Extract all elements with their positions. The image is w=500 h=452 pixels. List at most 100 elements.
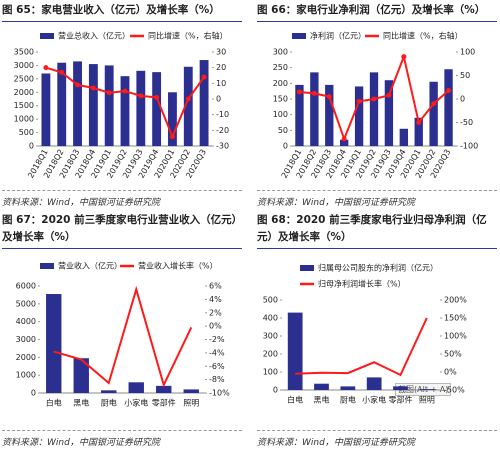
line-dot (326, 94, 332, 100)
bar (73, 61, 82, 146)
y2-tick-label: -100 (460, 142, 478, 151)
bar (354, 86, 364, 146)
y-tick-label: 400 (263, 314, 278, 323)
bar (101, 390, 117, 393)
y2-tick-label: -6% (209, 362, 225, 371)
bar (41, 73, 51, 146)
x-tick-label: 照明 (419, 396, 435, 405)
bar (73, 358, 89, 393)
bar (314, 383, 329, 390)
line-dot (122, 88, 128, 94)
y-tick-label: 100 (263, 368, 278, 377)
line-dot (201, 74, 207, 80)
y2-tick-label: 0% (209, 322, 222, 331)
source-note: 资料来源：Wind，中国银河证券研究院 (2, 190, 242, 208)
x-tick-label: 厨电 (101, 398, 117, 408)
line-dot (185, 96, 191, 102)
line-dot (90, 85, 96, 91)
x-tick-label: 小家电 (124, 398, 148, 408)
y-tick-label: 4000 (16, 317, 36, 326)
y-tick-label: 2500 (14, 74, 34, 83)
y-tick-label: 150 (273, 95, 288, 104)
y-tick-label: 200 (263, 350, 278, 359)
legend-label: 同比增速（%，右轴） (383, 31, 463, 41)
bar (340, 386, 356, 390)
y-tick-label: 2000 (16, 353, 36, 362)
legend-swatch (300, 265, 314, 271)
y-tick-label: 1000 (16, 371, 36, 380)
y2-tick-label: 200% (444, 296, 467, 305)
y2-tick-label: 100 (460, 48, 475, 57)
y-tick-label: 300 (263, 332, 278, 341)
y2-tick-label: 6% (209, 282, 222, 291)
source-note: 资料来源：Wind，中国银河证券研究院 (2, 430, 242, 448)
line-dot (446, 88, 452, 94)
bar (88, 64, 98, 146)
y-tick-label: 200 (273, 79, 288, 88)
legend-label: 营业收入（亿元） (58, 261, 122, 271)
x-tick-label: 黑电 (73, 398, 89, 408)
y2-tick-label: 50 (460, 71, 470, 80)
y-tick-label: 0 (29, 142, 34, 151)
x-tick-label: 白电 (46, 398, 62, 408)
source-note: 资料来源：Wind，中国银河证券研究院 (257, 430, 497, 448)
figure-title: 图 66：家电行业净利润（亿元）及增长率（%） (257, 2, 497, 22)
bar (444, 69, 453, 146)
y2-tick-label: -20 (216, 126, 229, 135)
y-tick-label: 0 (283, 142, 288, 151)
bar (168, 92, 177, 146)
y-tick-label: 500 (263, 296, 278, 305)
legend-swatch (40, 263, 54, 269)
bar (399, 128, 408, 146)
y2-tick-label: -50% (444, 386, 465, 395)
y-tick-label: 250 (273, 63, 288, 72)
line (295, 317, 428, 377)
bar (366, 377, 382, 390)
y-tick-label: 5000 (16, 299, 36, 308)
x-tick-label: 零部件 (389, 395, 413, 405)
y-tick-label: 3500 (14, 48, 34, 57)
y2-tick-label: -10 (216, 110, 229, 119)
line-dot (386, 92, 392, 98)
legend-label: 归属母公司股东的净利润（亿元） (318, 263, 438, 273)
bar (295, 84, 304, 146)
y2-tick-label: 0 (216, 95, 221, 104)
x-tick-label: 照明 (183, 399, 199, 408)
line-dot (43, 65, 49, 71)
bar (419, 389, 435, 390)
line-dot (154, 94, 160, 100)
line-dot (401, 54, 407, 60)
line-dot (296, 89, 302, 95)
y-tick-label: 1000 (14, 115, 34, 124)
bar (183, 389, 199, 393)
line-dot (341, 136, 347, 142)
y2-tick-label: 0 (460, 95, 465, 104)
y2-tick-label: 100% (444, 332, 467, 341)
legend-label: 同比增速（%，右轴） (148, 31, 228, 41)
bar (46, 294, 62, 393)
bar (183, 66, 193, 146)
y-tick-label: 2000 (14, 88, 34, 97)
legend-swatch (292, 33, 306, 39)
bar (152, 72, 162, 146)
figure-title: 图 68：2020 前三季度家电行业归母净利润（亿元）及增长率（%） (257, 212, 497, 249)
line-dot (371, 96, 377, 102)
bar (414, 117, 423, 146)
source-note: 资料来源：Wind，中国银河证券研究院 (257, 190, 497, 208)
bar (104, 65, 114, 146)
x-tick-label: 厨电 (340, 395, 356, 405)
y2-tick-label: 150% (444, 314, 467, 323)
legend-swatch (40, 33, 54, 39)
line-dot (169, 134, 175, 140)
line-dot (75, 82, 81, 88)
x-tick-label: 白电 (287, 395, 303, 405)
y2-tick-label: 20 (216, 63, 226, 72)
figure-title: 图 65：家电营业收入（亿元）及增长率（%） (2, 2, 242, 22)
bar (325, 84, 334, 146)
x-tick-label: 小家电 (362, 395, 386, 405)
y2-tick-label: -2% (209, 335, 225, 344)
line-dot (416, 120, 422, 125)
y-tick-label: 0 (31, 389, 36, 398)
line-dot (356, 98, 362, 104)
